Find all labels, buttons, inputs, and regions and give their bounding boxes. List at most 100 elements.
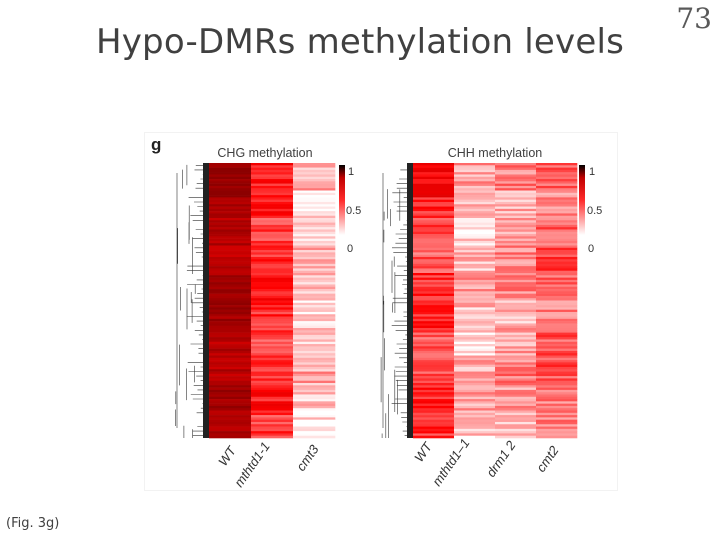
chh-cell	[413, 378, 455, 382]
chh-cell	[454, 387, 496, 391]
chh-cell	[495, 215, 537, 219]
chh-cell	[495, 243, 537, 246]
chg-cell	[293, 259, 336, 262]
chg-cell	[209, 417, 252, 420]
chg-cell	[293, 236, 336, 239]
chg-cell	[209, 341, 252, 345]
chg-cell	[293, 277, 336, 281]
chh-cell	[536, 433, 578, 437]
chh-cell	[413, 266, 455, 269]
chh-cell	[536, 291, 578, 294]
chg-cell	[251, 293, 294, 297]
chh-cell	[536, 231, 578, 235]
chg-cell	[209, 323, 252, 327]
chg-cell	[251, 298, 294, 301]
chg-cell	[209, 410, 252, 414]
chg-cell	[251, 222, 294, 226]
chh-cell	[536, 275, 578, 278]
chh-cell	[495, 431, 537, 434]
chg-cell	[293, 332, 336, 336]
chh-heatmap-cells	[413, 163, 578, 439]
chh-cell	[495, 334, 537, 338]
chg-cell	[251, 218, 294, 221]
chh-cell	[536, 309, 578, 313]
chg-cell	[293, 318, 336, 322]
chg-cell	[251, 353, 294, 356]
chg-cell	[293, 266, 336, 269]
chh-cell	[536, 321, 578, 324]
chh-cell	[413, 369, 455, 372]
chg-cell	[251, 396, 294, 400]
chh-cell	[495, 392, 537, 395]
chh-cell	[495, 330, 537, 333]
chh-cell	[536, 403, 578, 407]
chh-cell	[495, 282, 537, 285]
chg-cell	[293, 371, 336, 375]
chh-cell	[495, 383, 537, 386]
chg-cell	[209, 346, 252, 349]
chh-cell	[536, 254, 578, 258]
chh-cell	[454, 250, 496, 253]
chg-cell	[251, 300, 294, 304]
chg-cell	[209, 195, 252, 198]
chh-cell	[454, 172, 496, 175]
chh-colorbar-tick-0: 0	[588, 243, 594, 255]
chh-cell	[536, 364, 578, 368]
chg-cell	[293, 350, 336, 354]
chg-colorbar-tick-0: 0	[347, 243, 353, 255]
chh-cell	[536, 167, 578, 171]
chh-cell	[454, 431, 496, 434]
chg-cell	[293, 218, 336, 221]
chg-cell	[293, 399, 336, 402]
chg-cell	[293, 206, 336, 210]
chh-cell	[536, 316, 578, 320]
chg-cell	[293, 341, 336, 345]
chh-cell	[495, 270, 537, 274]
chh-cell	[495, 195, 537, 198]
chg-cell	[293, 199, 336, 203]
chh-cell	[536, 279, 578, 283]
chh-cell	[536, 419, 578, 423]
chg-cell	[293, 224, 336, 228]
chh-cell	[454, 259, 496, 262]
chh-cell	[536, 428, 578, 432]
chh-cell	[536, 185, 578, 189]
chg-cell	[293, 435, 336, 439]
chg-cell	[209, 199, 252, 203]
chh-cell	[413, 300, 455, 304]
chg-cell	[209, 362, 252, 365]
chh-dendrogram-leaves	[407, 163, 413, 438]
chg-cell	[293, 330, 336, 333]
chh-cell	[454, 273, 496, 276]
chh-cell	[454, 291, 496, 294]
chg-cell	[209, 401, 252, 404]
chg-cell	[209, 332, 252, 336]
chh-cell	[413, 373, 455, 377]
chh-cell	[454, 330, 496, 333]
chh-cell	[413, 376, 455, 379]
chh-cell	[413, 428, 455, 432]
chh-cell	[413, 172, 455, 175]
chg-cell	[209, 234, 252, 237]
chh-cell	[413, 316, 455, 320]
chg-cell	[293, 273, 336, 276]
chg-cell	[293, 195, 336, 198]
chh-cell	[413, 289, 455, 292]
chg-cell	[251, 275, 294, 278]
chh-cell	[454, 311, 496, 315]
chg-cell	[209, 328, 252, 331]
chh-cell	[495, 298, 537, 301]
chh-cell	[495, 311, 537, 315]
chg-cell	[293, 211, 336, 214]
chh-cell	[454, 188, 496, 191]
chg-cell	[209, 169, 252, 173]
chh-cell	[454, 421, 496, 425]
chh-cell	[495, 350, 537, 354]
chh-cell	[454, 394, 496, 398]
chg-cell	[251, 247, 294, 251]
chh-cell	[454, 380, 496, 384]
chg-cell	[251, 291, 294, 294]
chh-cell	[454, 222, 496, 226]
chh-cell	[413, 263, 455, 267]
chh-cell	[536, 380, 578, 384]
